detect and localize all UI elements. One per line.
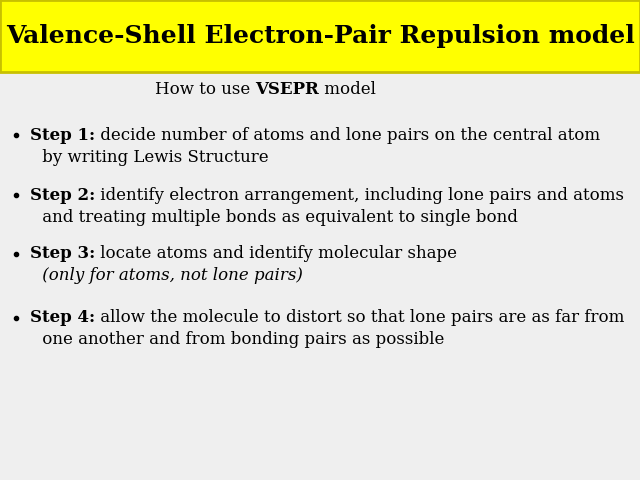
Text: (only for atoms, not lone pairs): (only for atoms, not lone pairs) xyxy=(37,267,303,285)
Text: locate atoms and identify molecular shape: locate atoms and identify molecular shap… xyxy=(95,245,457,263)
Bar xyxy=(0,0,640,72)
Text: Step 1:: Step 1: xyxy=(30,127,95,144)
Text: one another and from bonding pairs as possible: one another and from bonding pairs as po… xyxy=(37,332,444,348)
Text: and treating multiple bonds as equivalent to single bond: and treating multiple bonds as equivalen… xyxy=(37,208,518,226)
Text: Step 4:: Step 4: xyxy=(30,310,95,326)
Text: model: model xyxy=(319,82,376,98)
Text: Step 2:: Step 2: xyxy=(30,187,95,204)
Text: Valence-Shell Electron-Pair Repulsion model: Valence-Shell Electron-Pair Repulsion mo… xyxy=(6,24,634,48)
Text: by writing Lewis Structure: by writing Lewis Structure xyxy=(37,148,269,166)
Text: Step 3:: Step 3: xyxy=(30,245,95,263)
Text: VSEPR: VSEPR xyxy=(255,82,319,98)
Text: How to use: How to use xyxy=(155,82,255,98)
Text: identify electron arrangement, including lone pairs and atoms: identify electron arrangement, including… xyxy=(95,187,624,204)
Text: decide number of atoms and lone pairs on the central atom: decide number of atoms and lone pairs on… xyxy=(95,127,600,144)
Text: allow the molecule to distort so that lone pairs are as far from: allow the molecule to distort so that lo… xyxy=(95,310,625,326)
